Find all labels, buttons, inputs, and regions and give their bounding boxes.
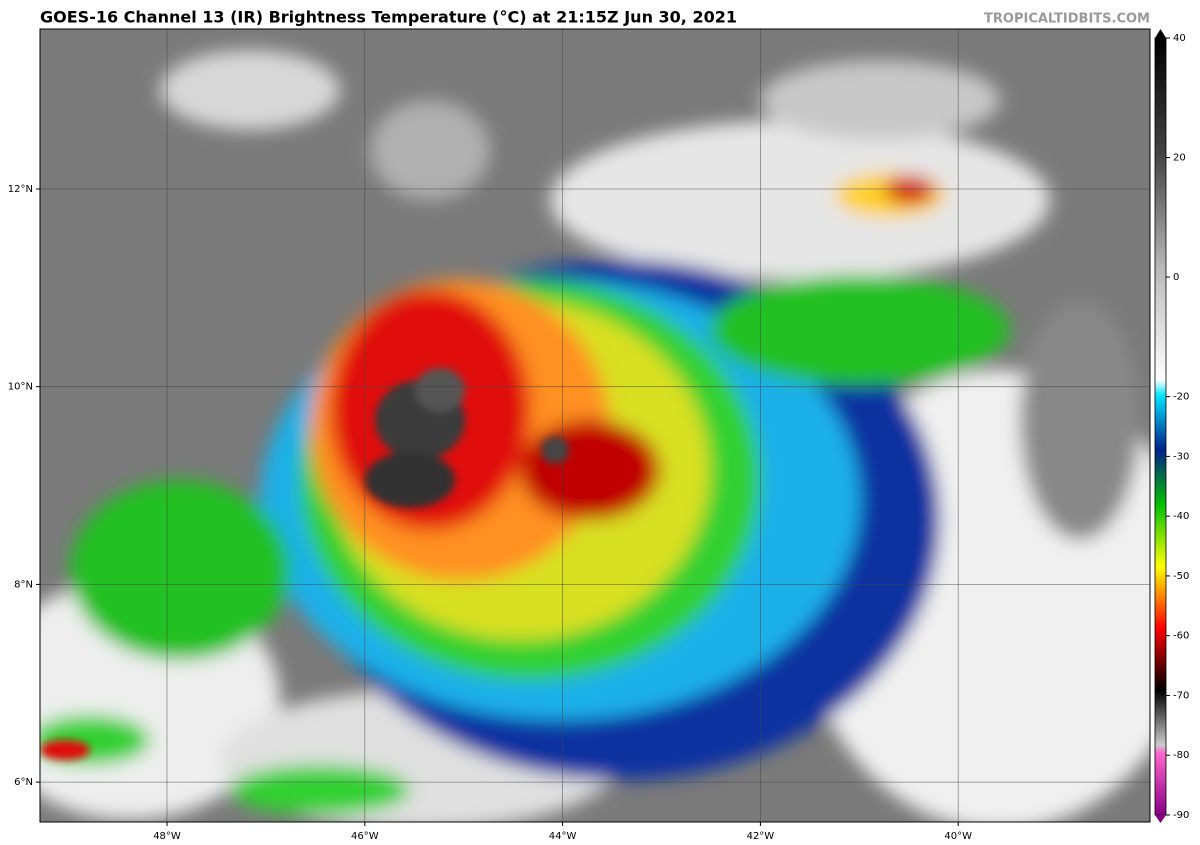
colorbar-tick-label: -50 — [1173, 571, 1189, 582]
lat-label: 6°N — [14, 777, 33, 788]
colorbar-tick-label: -70 — [1173, 690, 1189, 701]
lon-label: 42°W — [747, 831, 775, 842]
colorbar-tick-label: -60 — [1173, 631, 1189, 642]
colorbar-tick-label: -20 — [1173, 392, 1189, 403]
colorbar-tick-label: -80 — [1173, 750, 1189, 761]
colorbar-tick-label: 40 — [1173, 33, 1186, 44]
colorbar-extend-bottom — [1155, 815, 1166, 823]
lat-label: 10°N — [8, 382, 33, 393]
graticule — [40, 29, 1150, 822]
colorbar-tick-label: 0 — [1173, 272, 1179, 283]
lon-label: 46°W — [351, 831, 379, 842]
map-frame — [39, 28, 1151, 823]
satellite-image — [40, 29, 1150, 822]
colorbar — [1154, 37, 1167, 816]
colorbar-tick-label: -90 — [1173, 810, 1189, 821]
colorbar-tick-label: -30 — [1173, 451, 1189, 462]
title: GOES-16 Channel 13 (IR) Brightness Tempe… — [40, 8, 737, 27]
colorbar-tick-label: 20 — [1173, 153, 1186, 164]
credit: TROPICALTIDBITS.COM — [984, 12, 1150, 27]
lon-label: 48°W — [153, 831, 181, 842]
colorbar-tick-label: -40 — [1173, 511, 1189, 522]
lat-label: 8°N — [14, 579, 33, 590]
lat-label: 12°N — [8, 184, 33, 195]
lon-label: 44°W — [549, 831, 577, 842]
colorbar-extend-top — [1155, 29, 1166, 38]
lon-label: 40°W — [944, 831, 972, 842]
